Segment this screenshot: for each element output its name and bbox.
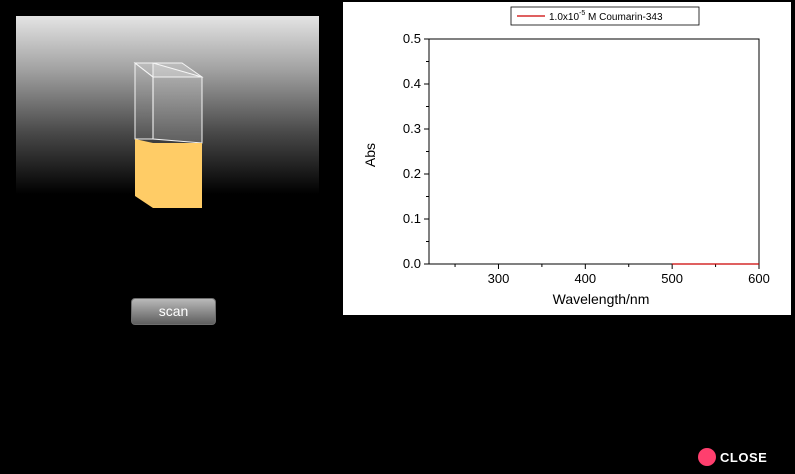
y-tick-label: 0.5 bbox=[403, 31, 421, 46]
legend-box bbox=[510, 6, 700, 26]
x-axis-title: Wavelength/nm bbox=[553, 291, 650, 307]
y-axis-title: Abs bbox=[362, 143, 378, 167]
cuvette-liquid-side bbox=[135, 139, 153, 208]
x-tick-label: 400 bbox=[574, 271, 596, 286]
y-tick-label: 0.4 bbox=[403, 76, 421, 91]
legend-label-exponent: -5 bbox=[579, 10, 585, 17]
cuvette-liquid-front bbox=[153, 143, 202, 208]
cuvette-top-rim bbox=[133, 62, 204, 78]
x-tick-label: 600 bbox=[748, 271, 770, 286]
y-tick-label: 0.1 bbox=[403, 211, 421, 226]
y-tick-label: 0.3 bbox=[403, 121, 421, 136]
legend-label: 1.0x10-5 M Coumarin-343 bbox=[549, 10, 663, 23]
chart-legend: 1.0x10-5 M Coumarin-343 bbox=[510, 6, 700, 26]
x-tick-label: 300 bbox=[488, 271, 510, 286]
close-icon bbox=[698, 448, 716, 466]
close-label: CLOSE bbox=[720, 449, 768, 465]
scan-button[interactable]: scan bbox=[131, 298, 216, 325]
legend-label-suffix: M Coumarin-343 bbox=[585, 12, 663, 23]
y-tick-label: 0.2 bbox=[403, 166, 421, 181]
close-button[interactable]: CLOSE bbox=[698, 447, 767, 467]
cuvette bbox=[133, 61, 204, 208]
absorbance-chart: 0.0 0.1 0.2 0.3 0.4 0.5 300 400 500 600 Wavelengt… bbox=[343, 2, 791, 315]
plot-frame bbox=[428, 38, 760, 265]
sample-stage bbox=[16, 16, 319, 208]
legend-label-prefix: 1.0x10 bbox=[549, 12, 579, 23]
x-tick-label: 500 bbox=[661, 271, 683, 286]
y-tick-label: 0.0 bbox=[403, 256, 421, 271]
